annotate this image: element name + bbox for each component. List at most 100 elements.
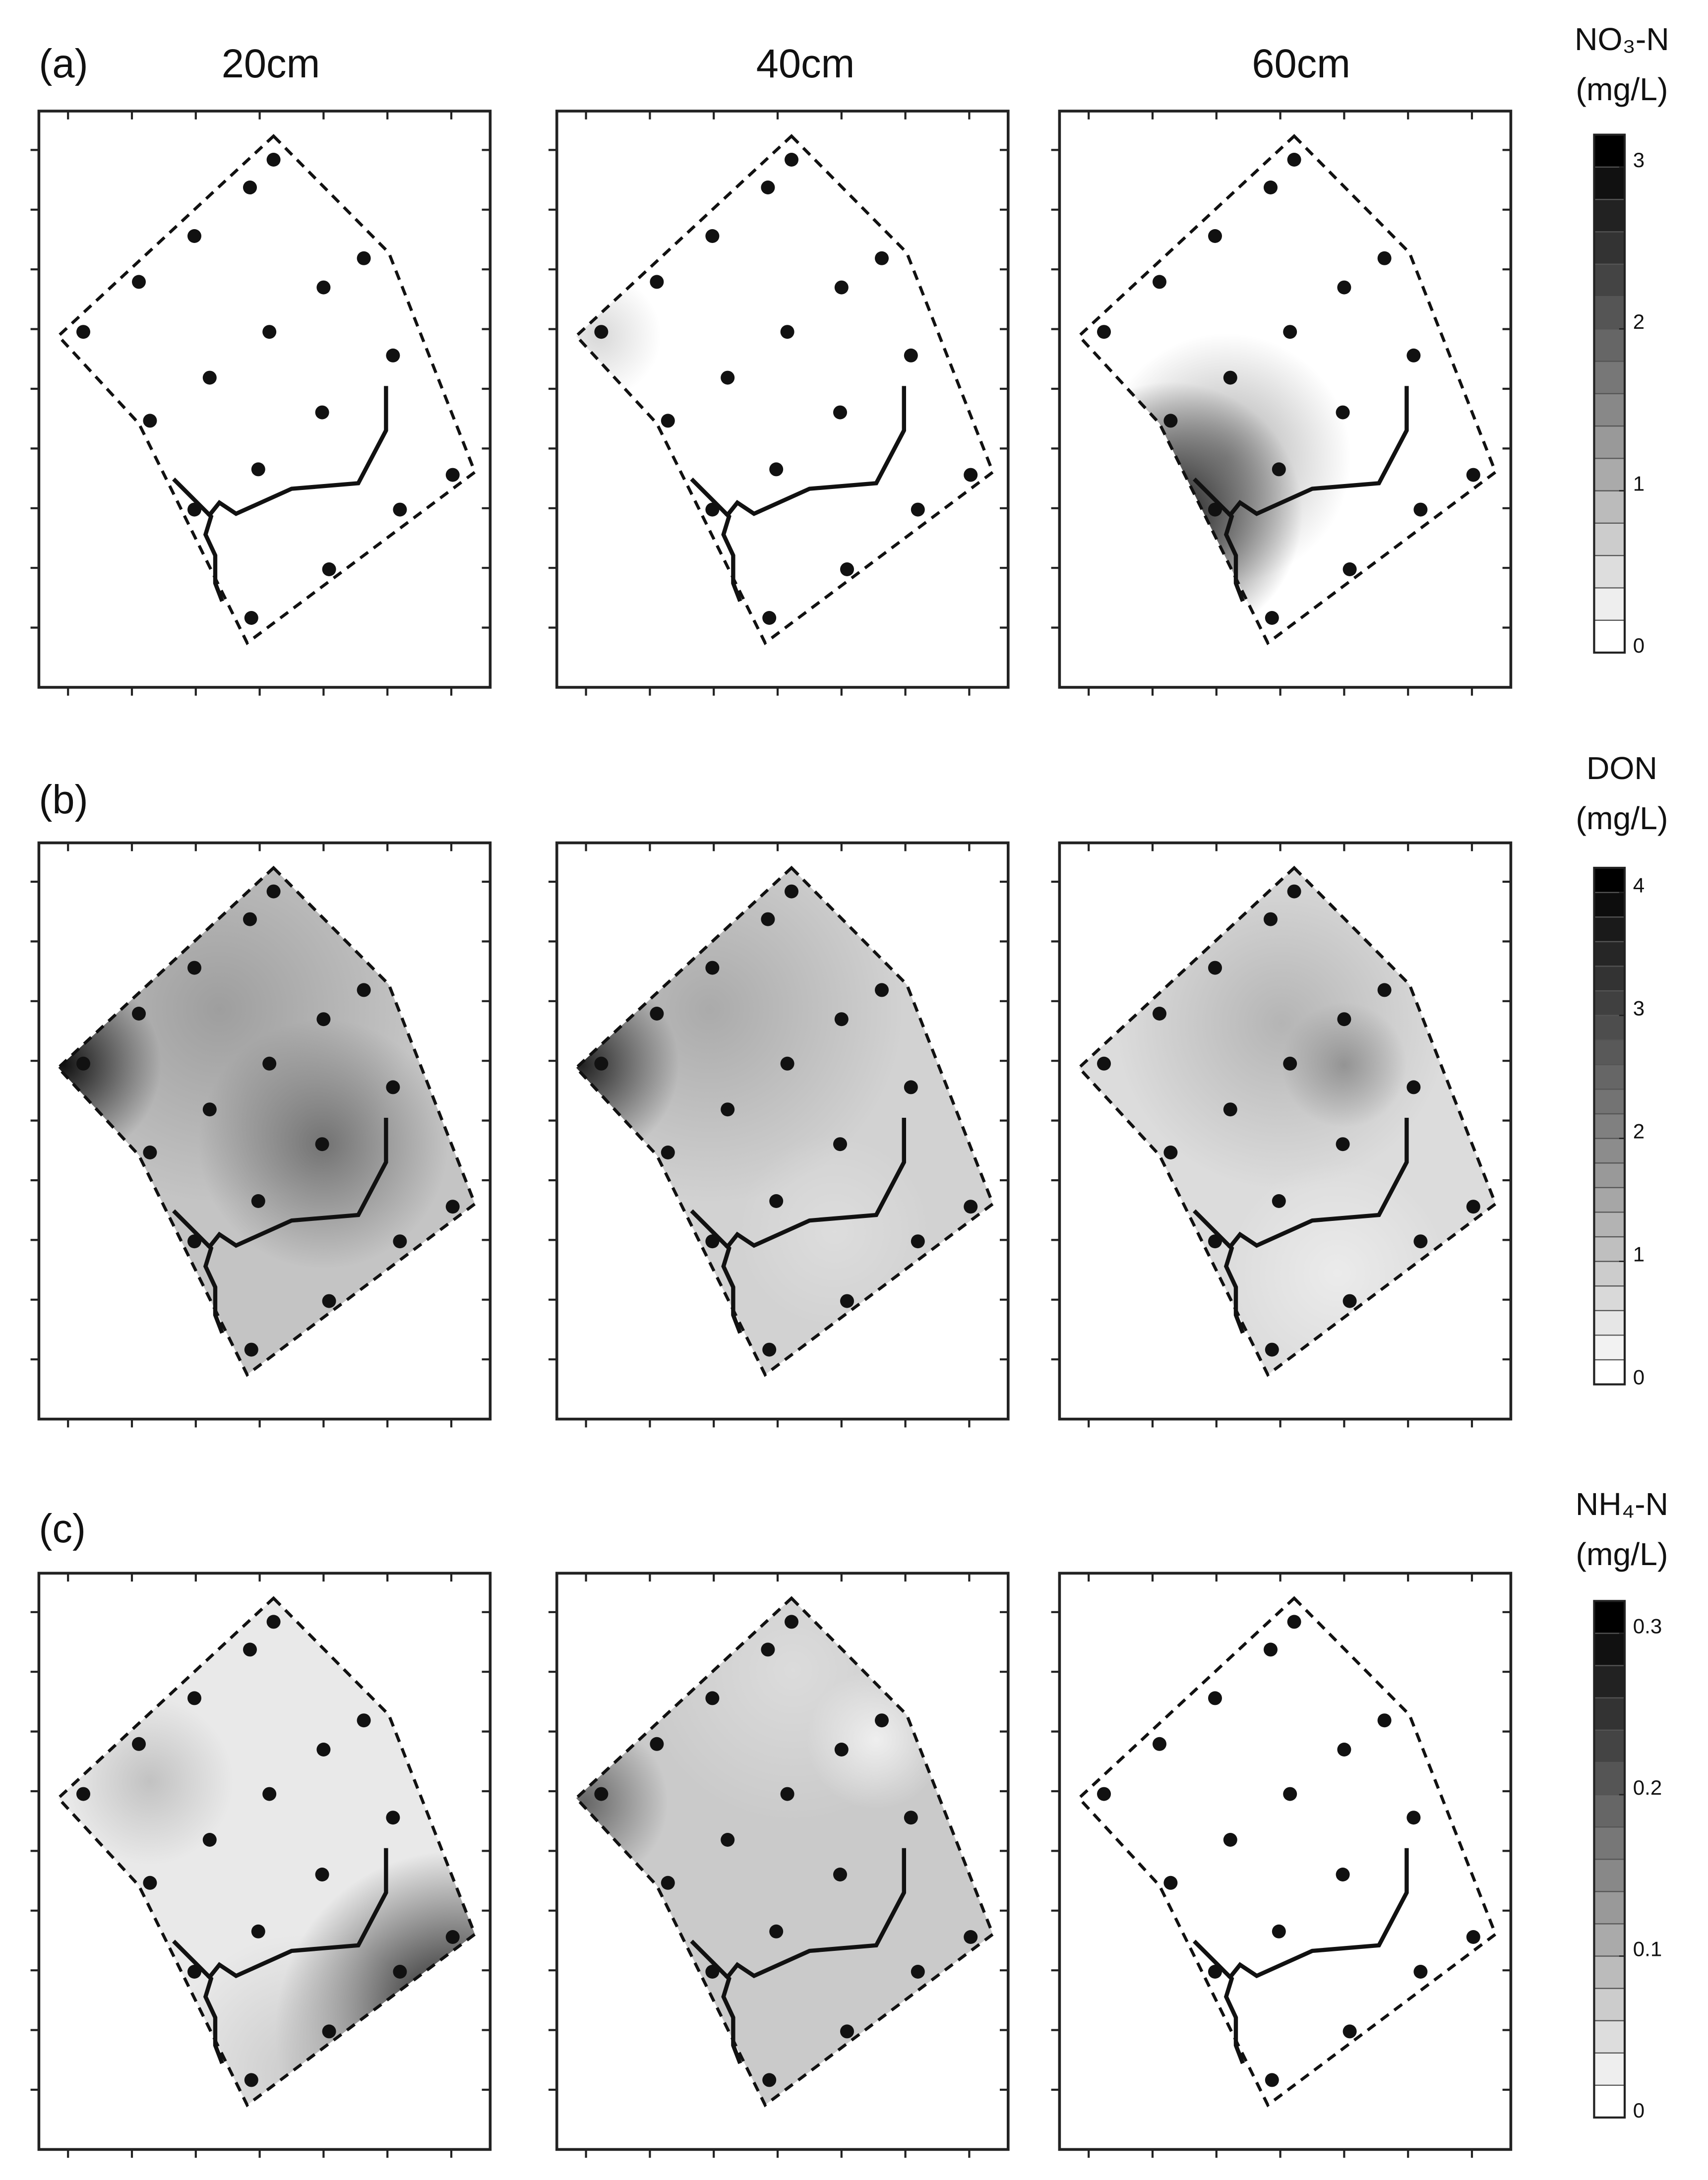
sample-site [76, 325, 90, 339]
sample-site [650, 1007, 664, 1021]
colorbar-unit: (mg/L) [1576, 800, 1668, 836]
colorbar-band [1593, 458, 1626, 491]
sample-site [1287, 153, 1301, 167]
sample-site [1223, 1833, 1237, 1847]
sample-site [834, 1743, 849, 1756]
sample-site [1336, 1137, 1350, 1151]
field-base [58, 136, 475, 643]
sample-site [1337, 280, 1351, 295]
sample-site [1208, 1691, 1222, 1705]
colorbar-title: NO₃-N [1575, 21, 1669, 57]
sample-site [357, 1713, 371, 1728]
sample-site [594, 325, 609, 339]
sample-site [840, 562, 854, 576]
sample-site [202, 370, 217, 385]
sample-site [594, 1787, 609, 1801]
sample-site [705, 1965, 720, 1979]
colorbar-band [1593, 1633, 1626, 1666]
sample-site [1272, 462, 1286, 477]
sample-site [1466, 1930, 1480, 1944]
map-frame [37, 1572, 492, 2151]
colorbar-tick-label: 0.2 [1633, 1776, 1662, 1799]
colorbar-title: NH₄-N [1576, 1486, 1668, 1522]
colorbar-frame [1593, 1600, 1626, 2119]
sample-site [1337, 1743, 1351, 1756]
sample-site [769, 462, 784, 477]
contour-field [58, 1598, 475, 2105]
colorbar-band [1593, 1138, 1626, 1164]
sample-site [834, 1012, 849, 1027]
sample-site [143, 414, 157, 428]
sample-site [187, 502, 201, 517]
colorbar-band [1593, 2020, 1626, 2054]
colorbar-band [1593, 522, 1626, 556]
sample-site [132, 1737, 146, 1751]
colorbar-band [1593, 1665, 1626, 1698]
sample-site [315, 1137, 329, 1151]
stream [1193, 1209, 1245, 1334]
sample-site [1413, 1965, 1428, 1979]
sample-site [780, 325, 794, 339]
sample-site [904, 1080, 918, 1094]
sample-site [1265, 1342, 1279, 1357]
stream [690, 1939, 742, 2064]
sample-site [762, 1342, 777, 1357]
sample-site [243, 912, 257, 926]
map-frame [555, 1572, 1010, 2151]
contour-blob [1115, 868, 1449, 1190]
colorbar-band [1593, 1697, 1626, 1731]
sample-site [1336, 1868, 1350, 1881]
sample-site [1336, 405, 1350, 420]
sample-site [1272, 1194, 1286, 1208]
stream [172, 478, 224, 602]
stream [1193, 478, 1245, 602]
colorbar-band [1593, 1794, 1626, 1828]
study-boundary [574, 134, 995, 646]
sample-site [393, 502, 407, 517]
sample-site [964, 468, 978, 482]
sample-site [661, 1876, 675, 1890]
sample-site [1287, 884, 1301, 899]
sample-site [769, 1194, 784, 1208]
sample-site [322, 562, 336, 576]
colorbar-band [1593, 1923, 1626, 1957]
sample-site [1466, 468, 1480, 482]
colorbar-band [1593, 425, 1626, 459]
sample-site [1264, 1642, 1278, 1657]
map-frame [555, 110, 1010, 689]
sample-site [833, 1868, 847, 1881]
colorbar-band [1593, 393, 1626, 427]
contour-field [58, 136, 475, 643]
colorbar-band [1593, 1891, 1626, 1925]
sample-site [761, 1642, 775, 1657]
sample-site [1153, 1007, 1166, 1021]
sample-site [322, 2024, 336, 2039]
stream [206, 1848, 388, 1980]
colorbar-band [1593, 361, 1626, 394]
map-panel [30, 110, 492, 696]
sample-site [1337, 1012, 1351, 1027]
colorbar-band [1593, 1826, 1626, 1860]
sample-site [244, 611, 258, 625]
sample-site [1287, 1615, 1301, 1629]
colorbar-band [1593, 1859, 1626, 1892]
colorbar-band [1593, 587, 1626, 621]
sample-site [1342, 562, 1357, 576]
sample-site [316, 280, 331, 295]
colorbar-band [1593, 1064, 1626, 1090]
colorbar-band [1593, 1187, 1626, 1213]
sample-site [386, 348, 400, 363]
colorbar-band [1593, 1236, 1626, 1262]
sample-site [761, 181, 775, 194]
colorbar-band [1593, 1211, 1626, 1238]
sample-site [1283, 1056, 1297, 1071]
sample-site [785, 1615, 798, 1629]
sample-site [1283, 325, 1297, 339]
sample-site [386, 1811, 400, 1825]
colorbar-band [1593, 916, 1626, 942]
colorbar-band [1593, 1261, 1626, 1287]
contour-blob [806, 1670, 946, 1810]
colorbar-title: DON [1586, 750, 1657, 786]
sample-site [840, 1294, 854, 1308]
